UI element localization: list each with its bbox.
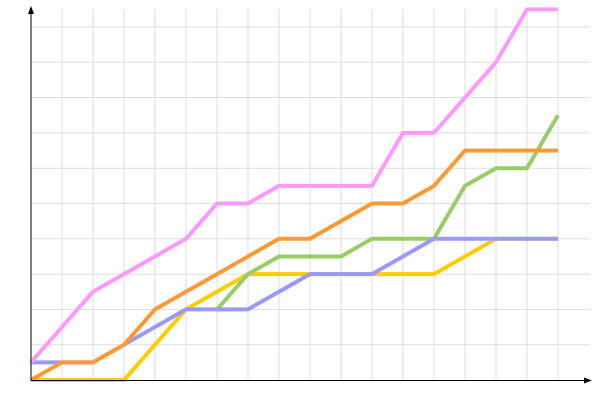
series-line-2	[215, 114, 560, 311]
y-axis-arrow	[28, 6, 34, 14]
series-lines	[29, 7, 560, 382]
axes	[28, 6, 592, 384]
series-line-4	[30, 148, 558, 382]
x-axis-arrow	[584, 377, 592, 384]
series-line-5	[29, 7, 558, 364]
grid	[31, 9, 590, 380]
